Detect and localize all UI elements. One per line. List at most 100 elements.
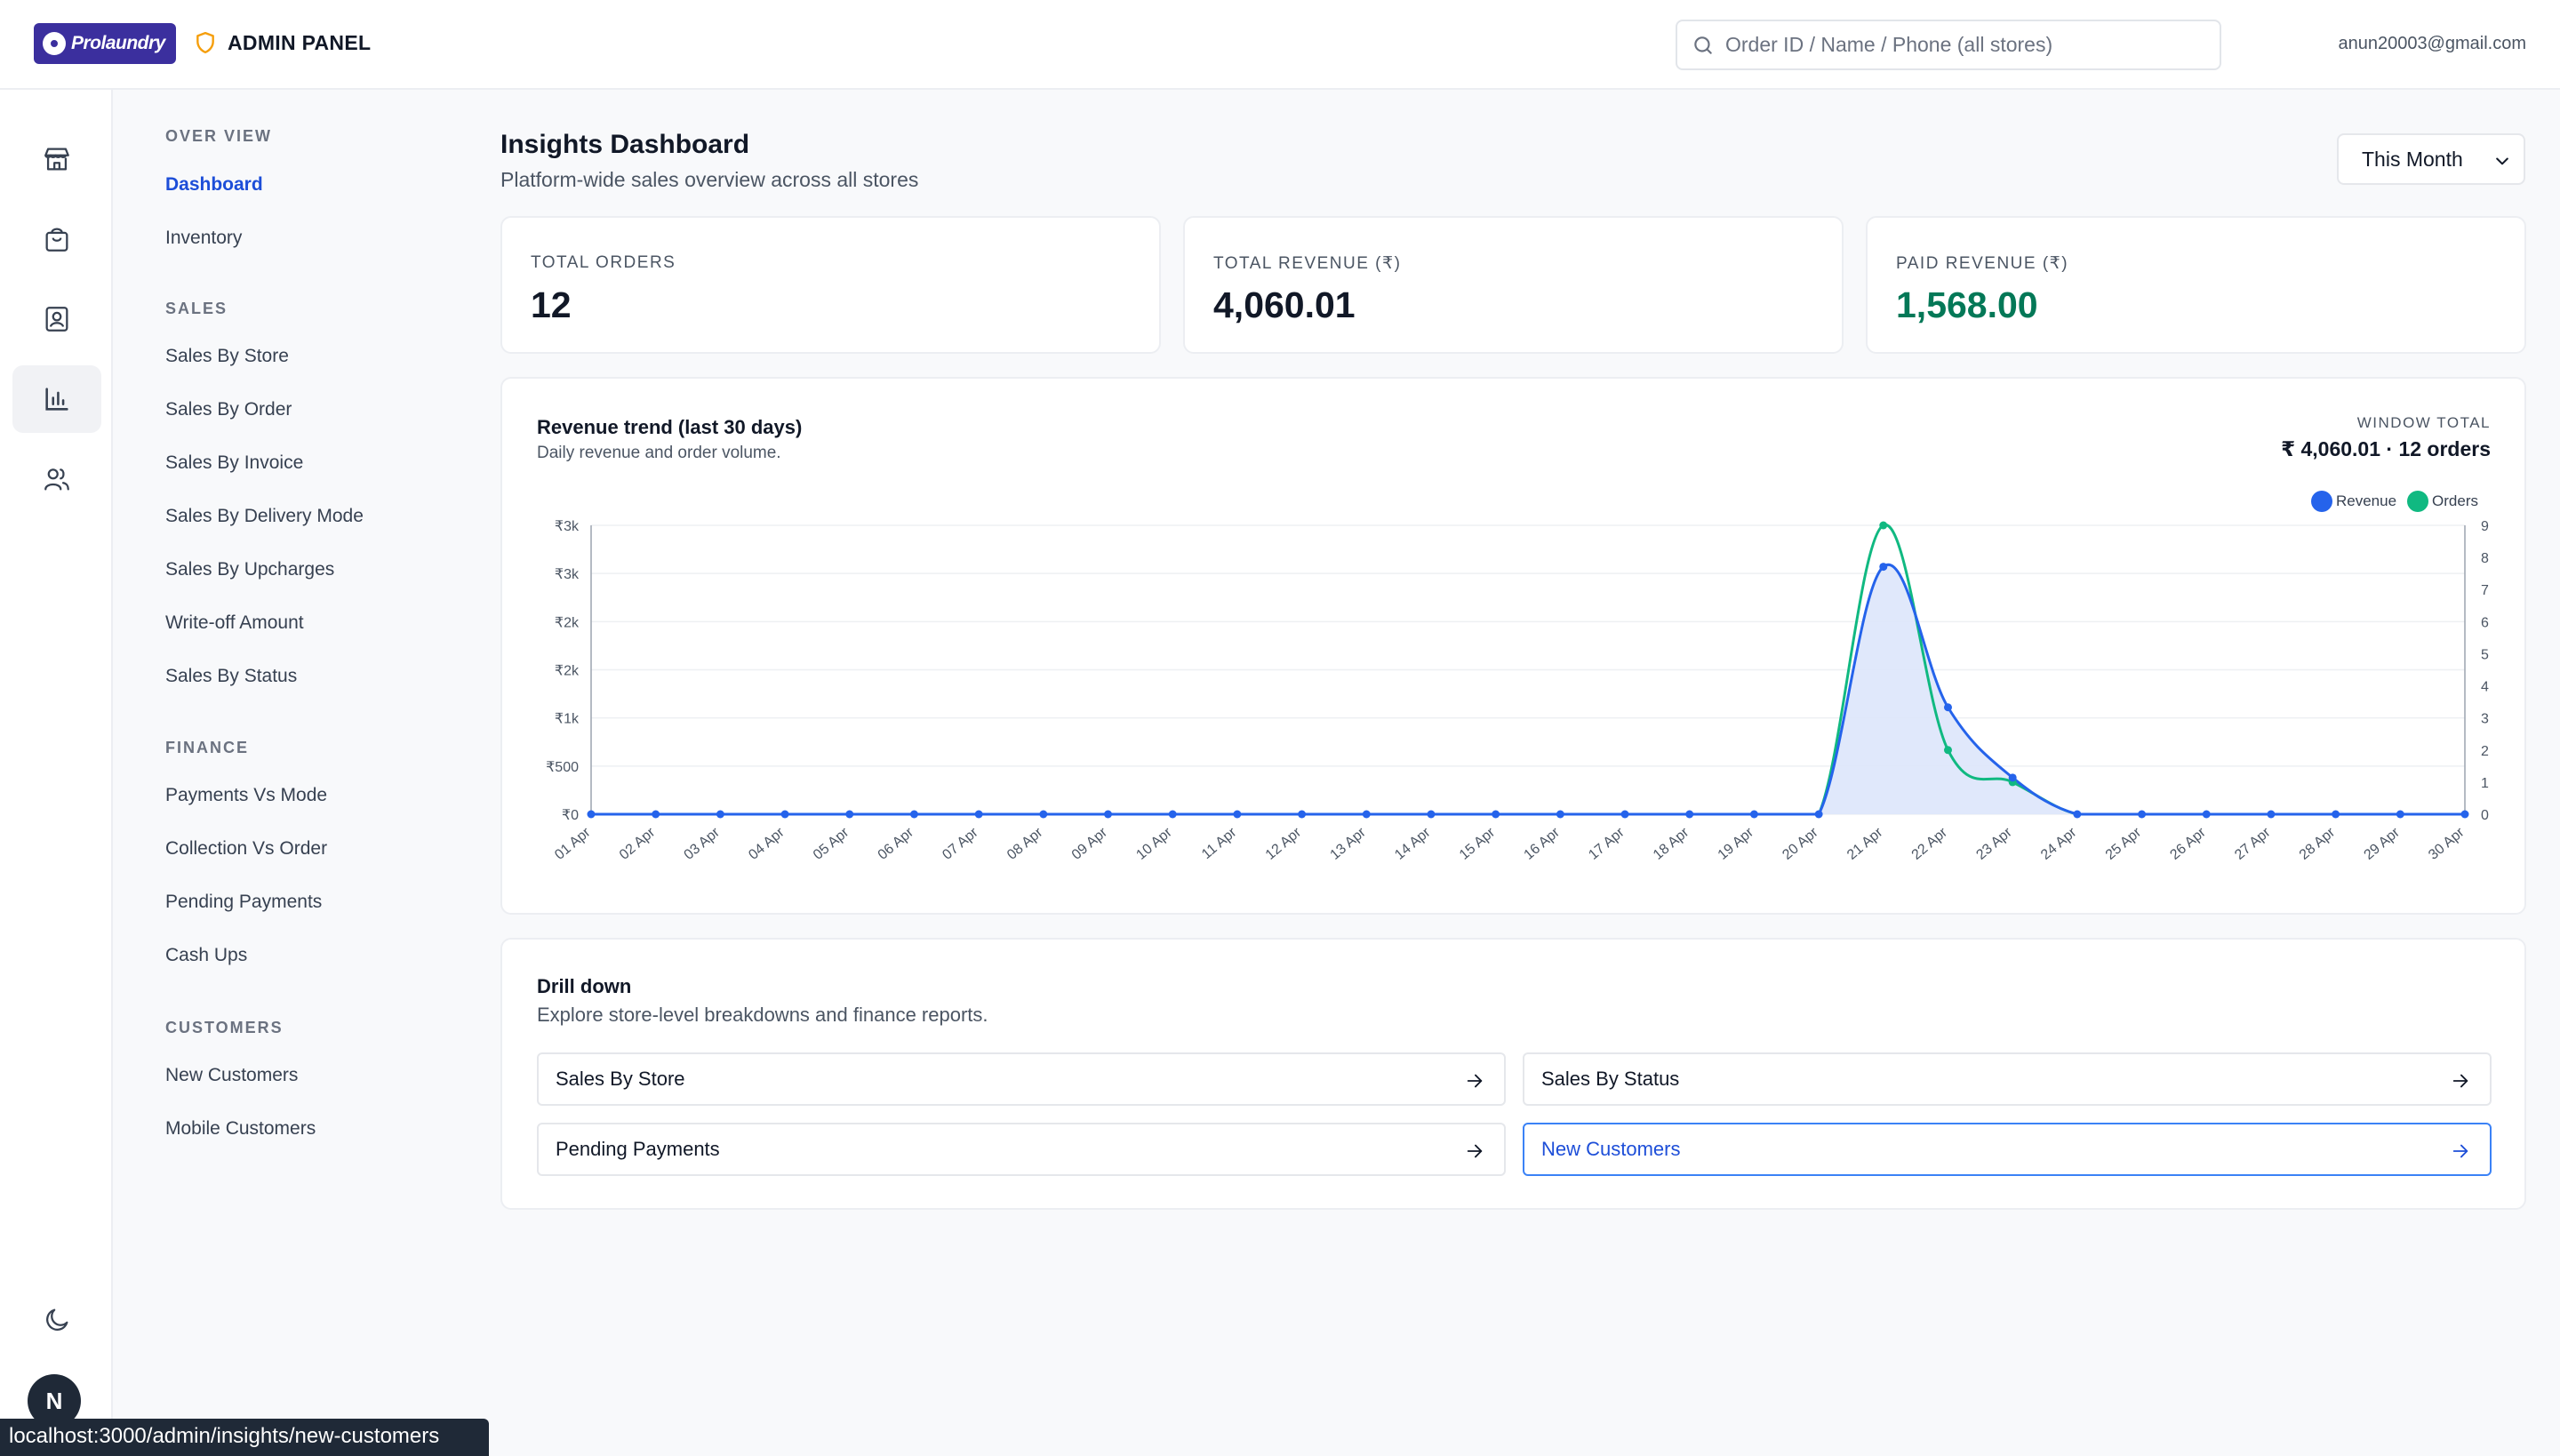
- y-left-tick-label: ₹0: [562, 808, 579, 823]
- drill-link-sales-by-status[interactable]: Sales By Status: [1523, 1052, 2492, 1106]
- x-tick-label: 17 Apr: [1586, 825, 1628, 863]
- arrow-right-icon: [1467, 1074, 1483, 1088]
- x-tick-label: 01 Apr: [552, 825, 594, 863]
- y-left-tick-label: ₹2k: [555, 615, 580, 630]
- drill-link-label: New Customers: [1541, 1138, 1681, 1160]
- nav-item-sales-by-delivery-mode[interactable]: Sales By Delivery Mode: [165, 506, 364, 526]
- store-icon: [44, 148, 69, 171]
- nav-section-overview: OVER VIEW: [165, 127, 273, 145]
- revenue-point: [652, 810, 660, 819]
- nav-item-sales-by-invoice[interactable]: Sales By Invoice: [165, 452, 304, 473]
- moon-icon: [46, 1308, 68, 1331]
- stat-value: 1,568.00: [1896, 284, 2038, 325]
- stat-card-paid-revenue: PAID REVENUE (₹) 1,568.00: [1866, 216, 2526, 354]
- period-select[interactable]: This Month: [2337, 133, 2525, 185]
- nav-item-cash-ups[interactable]: Cash Ups: [165, 945, 248, 965]
- stat-label: TOTAL REVENUE (₹): [1213, 254, 1402, 273]
- theme-toggle-button[interactable]: [12, 1286, 101, 1354]
- period-select-value: This Month: [2362, 147, 2463, 171]
- legend-label-revenue: Revenue: [2335, 492, 2397, 509]
- brand-logo[interactable]: Prolaundry: [34, 23, 176, 64]
- x-tick-label: 23 Apr: [1973, 825, 2015, 863]
- nav-item-dashboard[interactable]: Dashboard: [165, 174, 263, 195]
- legend-item-revenue[interactable]: Revenue: [2310, 491, 2397, 512]
- nav-item-write-off-amount[interactable]: Write-off Amount: [165, 612, 304, 633]
- top-header: Prolaundry ADMIN PANEL anun20003@gmail.c…: [0, 0, 2560, 90]
- revenue-point: [1814, 810, 1823, 819]
- shopping-bag-icon: [45, 228, 68, 252]
- nav-item-payments-vs-mode[interactable]: Payments Vs Mode: [165, 785, 328, 805]
- x-tick-label: 03 Apr: [682, 825, 724, 863]
- revenue-point: [845, 810, 854, 819]
- window-total-value: ₹ 4,060.01 · 12 orders: [2281, 437, 2491, 460]
- stat-label: TOTAL ORDERS: [531, 253, 676, 272]
- revenue-point: [2073, 810, 2082, 819]
- x-tick-label: 24 Apr: [2038, 825, 2080, 863]
- page-title: Insights Dashboard: [500, 130, 750, 159]
- revenue-point: [1039, 810, 1048, 819]
- revenue-point: [1685, 810, 1694, 819]
- insights-nav: OVER VIEW Dashboard Inventory SALES Sale…: [115, 90, 466, 1456]
- revenue-point: [974, 810, 983, 819]
- nav-item-collection-vs-order[interactable]: Collection Vs Order: [165, 838, 328, 859]
- nav-section-sales: SALES: [165, 300, 228, 317]
- rail-insights-button[interactable]: [12, 365, 101, 433]
- x-tick-label: 12 Apr: [1263, 825, 1305, 863]
- admin-panel-badge: ADMIN PANEL: [194, 30, 371, 55]
- x-tick-label: 02 Apr: [617, 825, 659, 863]
- y-left-tick-label: ₹1k: [555, 712, 580, 727]
- rail-users-button[interactable]: [12, 445, 101, 513]
- revenue-point: [1104, 810, 1113, 819]
- stat-label: PAID REVENUE (₹): [1896, 254, 2069, 273]
- rail-contacts-button[interactable]: [12, 285, 101, 353]
- nav-item-pending-payments[interactable]: Pending Payments: [165, 892, 323, 912]
- global-search[interactable]: [1676, 20, 2221, 70]
- user-email[interactable]: anun20003@gmail.com: [2338, 34, 2526, 53]
- shield-icon: [196, 31, 214, 54]
- y-right-tick-label: 8: [2481, 551, 2489, 566]
- revenue-point: [2008, 773, 2017, 782]
- revenue-point: [1233, 810, 1242, 819]
- arrow-right-icon: [2452, 1074, 2468, 1088]
- drill-link-pending-payments[interactable]: Pending Payments: [537, 1123, 1506, 1176]
- rail-store-button[interactable]: [12, 125, 101, 193]
- chevron-down-icon: [2496, 157, 2508, 165]
- revenue-point: [1943, 703, 1952, 712]
- drill-link-new-customers[interactable]: New Customers: [1523, 1123, 2492, 1176]
- icon-rail: [0, 90, 113, 1456]
- drill-link-label: Sales By Status: [1541, 1068, 1680, 1090]
- revenue-point: [1556, 810, 1564, 819]
- page-subtitle: Platform-wide sales overview across all …: [500, 168, 919, 191]
- revenue-point: [1362, 810, 1371, 819]
- revenue-point: [1879, 563, 1888, 572]
- nav-item-mobile-customers[interactable]: Mobile Customers: [165, 1118, 316, 1139]
- y-left-tick-label: ₹2k: [555, 664, 580, 679]
- nav-item-sales-by-upcharges[interactable]: Sales By Upcharges: [165, 559, 335, 580]
- x-tick-label: 05 Apr: [811, 825, 852, 863]
- revenue-point: [1749, 810, 1758, 819]
- stat-card-total-revenue: TOTAL REVENUE (₹) 4,060.01: [1183, 216, 1844, 354]
- x-tick-label: 25 Apr: [2103, 825, 2145, 863]
- nav-item-sales-by-status[interactable]: Sales By Status: [165, 666, 298, 686]
- legend-swatch-orders: [2407, 491, 2429, 512]
- rail-orders-button[interactable]: [12, 205, 101, 273]
- arrow-right-icon: [1467, 1144, 1483, 1158]
- y-right-tick-label: 0: [2481, 808, 2489, 823]
- drill-link-sales-by-store[interactable]: Sales By Store: [537, 1052, 1506, 1106]
- y-right-tick-label: 5: [2481, 647, 2489, 662]
- nav-item-sales-by-store[interactable]: Sales By Store: [165, 346, 289, 366]
- revenue-point: [780, 810, 789, 819]
- nav-item-inventory[interactable]: Inventory: [165, 228, 243, 248]
- orders-point: [1943, 746, 1952, 755]
- legend-item-orders[interactable]: Orders: [2407, 491, 2478, 512]
- search-input[interactable]: [1725, 33, 2205, 57]
- revenue-point: [1168, 810, 1177, 819]
- x-tick-label: 21 Apr: [1844, 825, 1886, 863]
- nav-item-new-customers[interactable]: New Customers: [165, 1065, 299, 1085]
- x-tick-label: 18 Apr: [1651, 825, 1692, 863]
- x-tick-label: 16 Apr: [1522, 825, 1564, 863]
- chart-subtitle: Daily revenue and order volume.: [537, 444, 781, 462]
- x-tick-label: 04 Apr: [746, 825, 788, 863]
- nav-item-sales-by-order[interactable]: Sales By Order: [165, 399, 292, 420]
- logo-text: Prolaundry: [71, 33, 165, 53]
